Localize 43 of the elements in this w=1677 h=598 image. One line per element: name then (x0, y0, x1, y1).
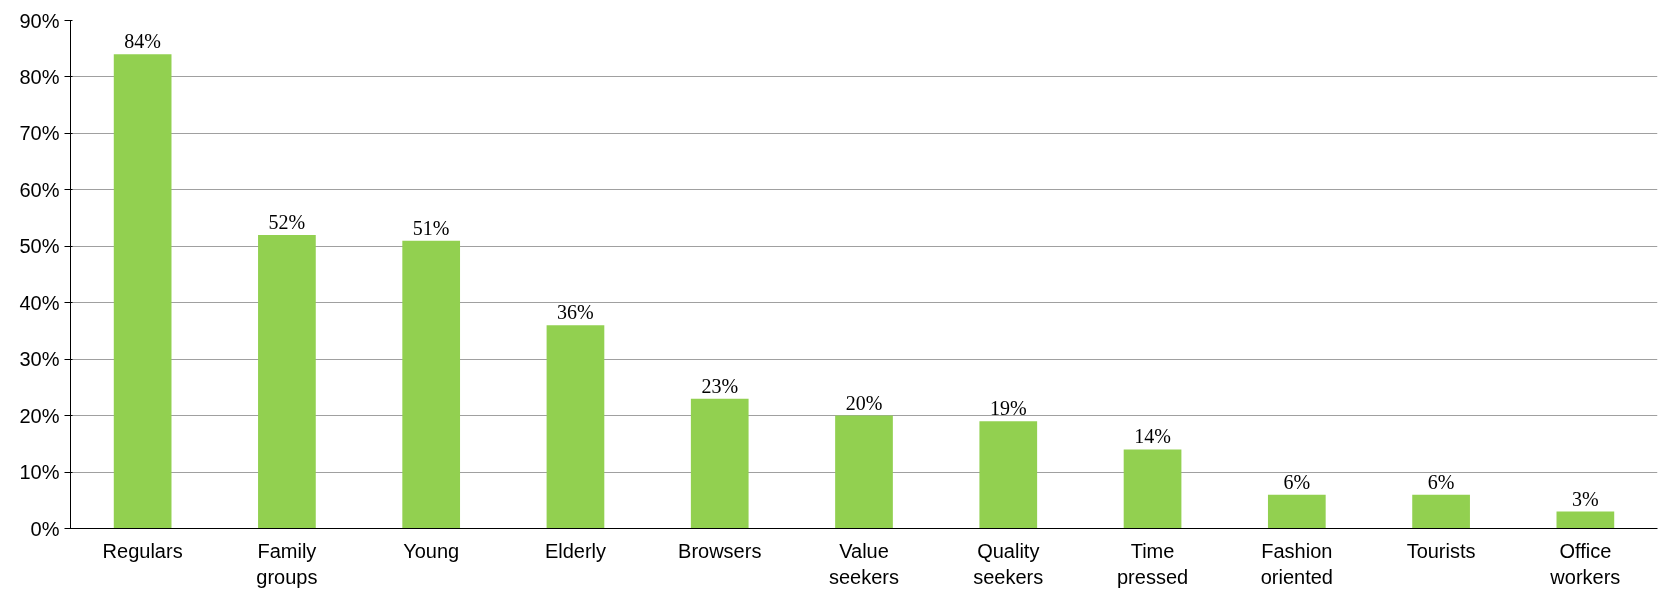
bar (979, 421, 1038, 529)
x-tick-label: Family groups (256, 539, 318, 588)
data-label: 51% (412, 216, 450, 239)
bar (1123, 449, 1182, 529)
data-label: 14% (1134, 425, 1171, 448)
data-label: 84% (124, 30, 161, 53)
y-tick-label: 0% (30, 517, 60, 540)
y-tick-label: 30% (19, 348, 60, 371)
y-tick-label: 70% (19, 122, 60, 145)
x-tick-label: Time pressed (1116, 539, 1189, 588)
bar (258, 234, 316, 529)
bar (402, 240, 461, 529)
x-tick-label: Value seekers (828, 539, 900, 588)
y-tick-label: 50% (19, 235, 60, 258)
data-label: 3% (1572, 487, 1599, 510)
x-tick-label: Elderly (544, 539, 607, 562)
bar (1556, 511, 1615, 529)
bar (113, 54, 172, 529)
bar (546, 325, 605, 529)
y-tick-label: 60% (19, 178, 60, 201)
y-tick-label: 90% (19, 9, 60, 32)
bar (1267, 494, 1326, 529)
data-label: 19% (989, 397, 1027, 420)
bar (690, 398, 749, 529)
x-tick-label: Office workers (1549, 539, 1621, 588)
y-tick-label: 40% (19, 291, 60, 314)
x-tick-label: Young (403, 539, 460, 562)
data-label: 52% (268, 210, 306, 233)
data-label: 23% (701, 374, 739, 397)
x-tick-label: Tourists (1406, 539, 1476, 562)
x-tick-label: Regulars (102, 539, 183, 562)
bar (1412, 494, 1470, 529)
bar (835, 415, 893, 529)
x-tick-label: Quality seekers (973, 539, 1044, 588)
y-tick-label: 10% (19, 461, 60, 484)
y-tick-label: 80% (19, 65, 60, 88)
y-tick-label: 20% (19, 404, 60, 427)
data-label: 6% (1283, 470, 1311, 493)
data-label: 20% (845, 391, 883, 414)
data-label: 6% (1427, 470, 1455, 493)
x-tick-label: Fashion oriented (1260, 539, 1333, 588)
x-tick-label: Browsers (678, 539, 762, 562)
data-label: 36% (557, 301, 594, 324)
